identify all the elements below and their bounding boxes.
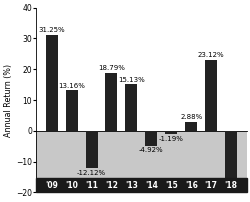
Text: '15: '15: [164, 181, 177, 190]
Bar: [36, 131, 246, 192]
Text: 13.16%: 13.16%: [58, 83, 85, 89]
Text: '16: '16: [184, 181, 197, 190]
Text: 31.25%: 31.25%: [38, 27, 65, 33]
Bar: [145, 131, 157, 146]
Bar: [36, 8, 246, 131]
Text: -1.19%: -1.19%: [158, 136, 183, 142]
Text: '11: '11: [85, 181, 98, 190]
Text: 2.88%: 2.88%: [179, 114, 202, 120]
Text: '10: '10: [65, 181, 78, 190]
Bar: [204, 60, 216, 131]
Text: '17: '17: [204, 181, 217, 190]
Bar: [224, 131, 236, 179]
Text: '12: '12: [104, 181, 118, 190]
Text: '09: '09: [45, 181, 58, 190]
Bar: [46, 35, 58, 131]
Text: -12.12%: -12.12%: [77, 170, 106, 176]
Bar: [165, 131, 176, 135]
Bar: [85, 131, 97, 168]
Bar: [125, 84, 137, 131]
Text: 18.79%: 18.79%: [98, 65, 124, 72]
Text: '18: '18: [224, 181, 237, 190]
Text: 15.13%: 15.13%: [118, 77, 144, 83]
Text: 23.12%: 23.12%: [197, 52, 224, 58]
Text: -4.92%: -4.92%: [138, 147, 163, 154]
Bar: [65, 90, 77, 131]
Bar: [184, 122, 196, 131]
Text: -15.82%: -15.82%: [216, 181, 245, 187]
Bar: [105, 73, 117, 131]
Text: '13: '13: [124, 181, 137, 190]
Text: '14: '14: [144, 181, 157, 190]
Y-axis label: Annual Return (%): Annual Return (%): [4, 63, 13, 137]
